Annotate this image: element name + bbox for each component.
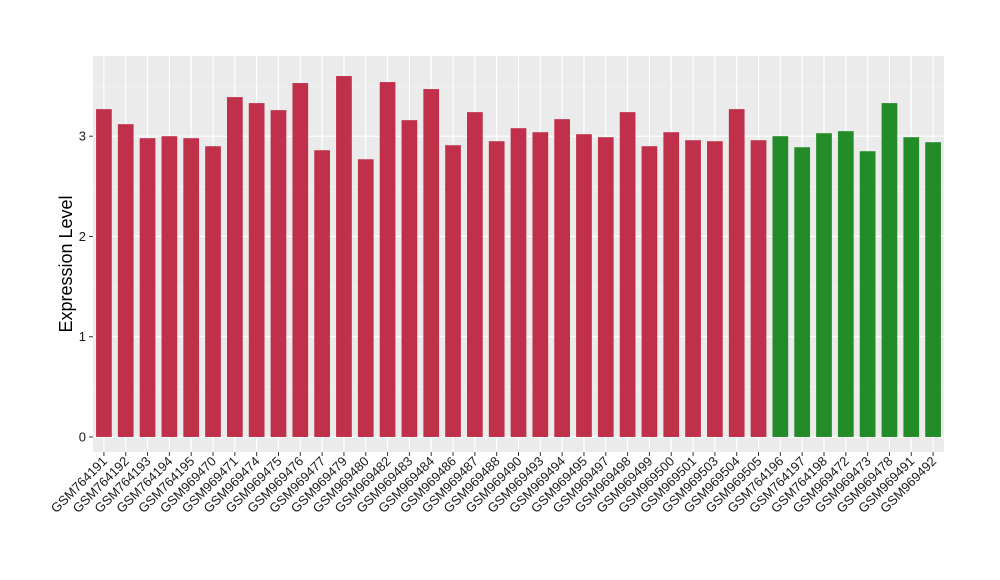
bar xyxy=(816,133,832,437)
bar xyxy=(117,124,134,437)
bar xyxy=(357,159,374,437)
bar xyxy=(183,138,200,437)
x-axis: GSM764191GSM764192GSM764193GSM764194GSM7… xyxy=(48,452,939,516)
bar xyxy=(554,119,570,437)
bar xyxy=(859,151,876,437)
bar xyxy=(750,140,767,437)
bar xyxy=(794,147,811,437)
bar xyxy=(248,103,265,437)
bar xyxy=(401,120,418,437)
bar xyxy=(619,112,636,437)
y-tick-label: 2 xyxy=(79,229,86,244)
bar xyxy=(641,146,658,437)
y-tick-label: 1 xyxy=(79,329,86,344)
bar xyxy=(96,109,112,437)
bar xyxy=(685,140,701,437)
bar xyxy=(707,141,723,437)
bar xyxy=(510,128,527,437)
y-tick-label: 0 xyxy=(79,429,86,444)
y-tick-label: 3 xyxy=(79,129,86,144)
bar xyxy=(205,146,221,437)
bar xyxy=(488,141,505,437)
bar xyxy=(292,83,309,437)
bar xyxy=(903,137,920,437)
bar xyxy=(772,136,789,437)
bar xyxy=(226,97,243,437)
bar xyxy=(445,145,461,437)
bar xyxy=(925,142,941,437)
bar xyxy=(270,110,287,437)
bar xyxy=(597,137,614,437)
bar xyxy=(314,150,330,437)
bar xyxy=(467,112,483,437)
bars-layer xyxy=(96,76,941,437)
bar xyxy=(379,82,396,437)
bar xyxy=(139,138,156,437)
bar xyxy=(576,134,592,437)
bar xyxy=(161,136,178,437)
bar xyxy=(423,89,440,437)
y-axis-title: Expression Level xyxy=(56,195,76,332)
bar xyxy=(837,131,854,437)
bar xyxy=(532,132,549,437)
y-axis: 0 1 2 3 xyxy=(79,129,93,444)
bar xyxy=(881,103,898,437)
bar xyxy=(728,109,745,437)
bar xyxy=(336,76,352,437)
bar xyxy=(663,132,680,437)
